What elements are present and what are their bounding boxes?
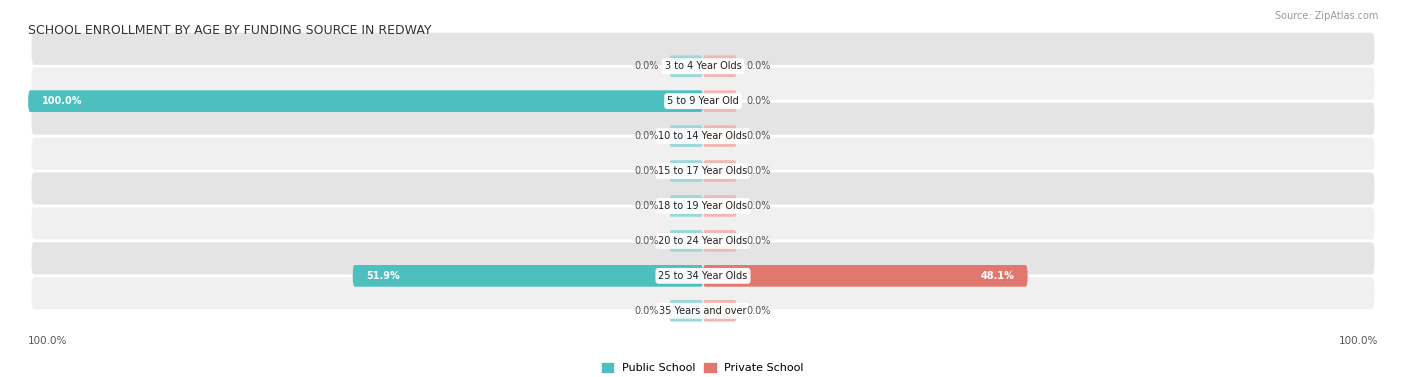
Text: 0.0%: 0.0% [634, 201, 659, 211]
FancyBboxPatch shape [31, 242, 1375, 274]
FancyBboxPatch shape [31, 277, 1375, 310]
FancyBboxPatch shape [703, 300, 737, 322]
FancyBboxPatch shape [669, 230, 703, 252]
Text: Source: ZipAtlas.com: Source: ZipAtlas.com [1274, 11, 1378, 21]
Text: 0.0%: 0.0% [634, 306, 659, 316]
FancyBboxPatch shape [31, 207, 1375, 239]
Text: 0.0%: 0.0% [747, 306, 772, 316]
Text: SCHOOL ENROLLMENT BY AGE BY FUNDING SOURCE IN REDWAY: SCHOOL ENROLLMENT BY AGE BY FUNDING SOUR… [28, 24, 432, 37]
Text: 10 to 14 Year Olds: 10 to 14 Year Olds [658, 131, 748, 141]
Text: 15 to 17 Year Olds: 15 to 17 Year Olds [658, 166, 748, 176]
Text: 0.0%: 0.0% [747, 166, 772, 176]
FancyBboxPatch shape [703, 230, 737, 252]
FancyBboxPatch shape [703, 160, 737, 182]
Text: 5 to 9 Year Old: 5 to 9 Year Old [666, 96, 740, 106]
FancyBboxPatch shape [669, 160, 703, 182]
FancyBboxPatch shape [28, 90, 703, 112]
Text: 20 to 24 Year Olds: 20 to 24 Year Olds [658, 236, 748, 246]
Text: 100.0%: 100.0% [42, 96, 82, 106]
Text: 25 to 34 Year Olds: 25 to 34 Year Olds [658, 271, 748, 281]
Text: 0.0%: 0.0% [634, 236, 659, 246]
FancyBboxPatch shape [31, 103, 1375, 135]
Legend: Public School, Private School: Public School, Private School [598, 359, 808, 377]
FancyBboxPatch shape [353, 265, 703, 287]
Text: 0.0%: 0.0% [747, 61, 772, 71]
FancyBboxPatch shape [669, 300, 703, 322]
Text: 0.0%: 0.0% [634, 131, 659, 141]
FancyBboxPatch shape [703, 90, 737, 112]
FancyBboxPatch shape [669, 55, 703, 77]
FancyBboxPatch shape [703, 265, 1028, 287]
Text: 0.0%: 0.0% [634, 61, 659, 71]
Text: 0.0%: 0.0% [747, 96, 772, 106]
Text: 35 Years and over: 35 Years and over [659, 306, 747, 316]
Text: 0.0%: 0.0% [747, 236, 772, 246]
Text: 48.1%: 48.1% [980, 271, 1014, 281]
FancyBboxPatch shape [669, 125, 703, 147]
Text: 0.0%: 0.0% [747, 201, 772, 211]
Text: 51.9%: 51.9% [366, 271, 399, 281]
Text: 0.0%: 0.0% [634, 166, 659, 176]
Text: 3 to 4 Year Olds: 3 to 4 Year Olds [665, 61, 741, 71]
Text: 100.0%: 100.0% [28, 336, 67, 346]
FancyBboxPatch shape [31, 33, 1375, 65]
FancyBboxPatch shape [703, 195, 737, 217]
FancyBboxPatch shape [31, 67, 1375, 100]
Text: 100.0%: 100.0% [1339, 336, 1378, 346]
Text: 18 to 19 Year Olds: 18 to 19 Year Olds [658, 201, 748, 211]
FancyBboxPatch shape [703, 55, 737, 77]
FancyBboxPatch shape [31, 172, 1375, 205]
Text: 0.0%: 0.0% [747, 131, 772, 141]
FancyBboxPatch shape [703, 125, 737, 147]
FancyBboxPatch shape [669, 195, 703, 217]
FancyBboxPatch shape [31, 138, 1375, 170]
